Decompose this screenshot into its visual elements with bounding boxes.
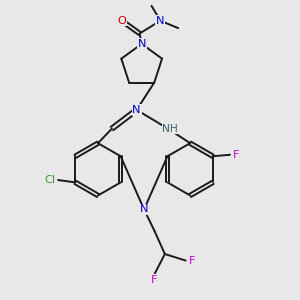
- Text: O: O: [117, 16, 126, 26]
- Text: F: F: [233, 150, 240, 160]
- Text: F: F: [151, 274, 158, 285]
- Text: N: N: [132, 105, 141, 115]
- Text: N: N: [156, 16, 165, 26]
- Text: F: F: [189, 256, 196, 266]
- Text: N: N: [140, 204, 148, 214]
- Text: NH: NH: [162, 124, 178, 134]
- Text: N: N: [137, 39, 146, 49]
- Text: Cl: Cl: [44, 175, 55, 185]
